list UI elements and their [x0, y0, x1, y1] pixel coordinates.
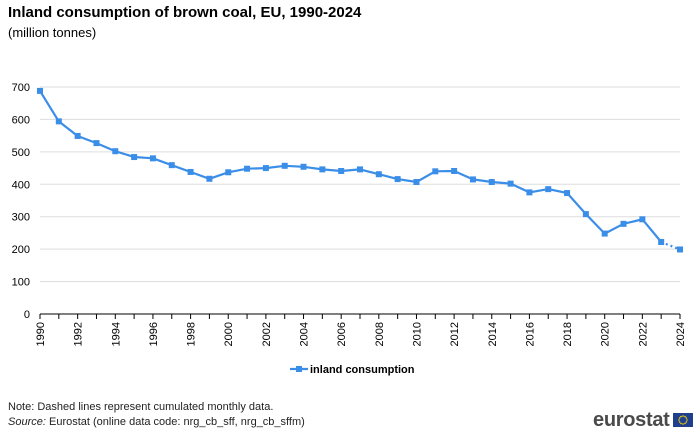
legend-marker [296, 366, 302, 372]
source-line: Source: Eurostat (online data code: nrg_… [8, 416, 305, 428]
data-point [620, 220, 627, 227]
x-tick-label: 2016 [524, 322, 536, 346]
data-point [432, 168, 439, 175]
x-tick-label: 2000 [223, 322, 235, 346]
data-point [526, 189, 533, 196]
x-tick-label: 2004 [299, 322, 311, 346]
x-tick-label: 2024 [675, 322, 687, 346]
data-point [131, 154, 138, 161]
data-point [93, 140, 100, 147]
data-point [319, 166, 326, 173]
x-tick-label: 2010 [411, 322, 423, 346]
data-point [206, 175, 213, 182]
legend-label: inland consumption [310, 364, 415, 376]
source-text: Eurostat (online data code: nrg_cb_sff, … [48, 416, 305, 428]
data-point [357, 166, 363, 173]
y-tick-label: 200 [12, 244, 30, 256]
y-tick-label: 700 [12, 82, 30, 94]
data-point [149, 155, 156, 162]
x-tick-label: 2022 [637, 322, 649, 346]
data-point [677, 246, 683, 253]
x-tick-label: 2014 [487, 322, 499, 346]
data-point [582, 211, 589, 218]
x-tick-label: 2008 [374, 322, 386, 346]
data-point [262, 165, 269, 172]
x-tick-label: 2012 [449, 322, 461, 346]
y-tick-label: 0 [24, 309, 30, 321]
data-point [413, 179, 420, 186]
data-point [394, 176, 401, 183]
data-point [601, 230, 608, 237]
x-tick-label: 2018 [562, 322, 574, 346]
data-point [55, 118, 62, 125]
data-point [281, 162, 288, 169]
data-point [168, 162, 175, 169]
data-point [639, 216, 646, 223]
data-point [488, 179, 495, 186]
data-point [507, 180, 514, 187]
x-tick-label: 2006 [336, 322, 348, 346]
data-point [564, 190, 571, 197]
data-point [469, 176, 476, 183]
x-tick-label: 1992 [73, 322, 85, 346]
y-tick-label: 500 [12, 147, 30, 159]
data-point [338, 167, 345, 174]
footnote: Note: Dashed lines represent cumulated m… [8, 401, 274, 413]
chart-subtitle: (million tonnes) [8, 25, 97, 40]
data-point [300, 163, 307, 170]
data-point [375, 171, 382, 178]
x-tick-label: 1994 [110, 322, 122, 346]
data-point [74, 132, 81, 139]
data-point [225, 169, 232, 176]
eu-flag-icon [672, 413, 693, 427]
source-label: Source: [8, 416, 46, 428]
series-line-dashed [660, 240, 681, 251]
x-tick-label: 1990 [35, 322, 47, 346]
eurostat-logo[interactable]: eurostat [593, 409, 693, 431]
data-point [187, 168, 194, 175]
series-line [39, 90, 663, 243]
y-tick-label: 300 [12, 212, 30, 224]
data-point [37, 87, 43, 94]
data-point [244, 165, 251, 172]
data-point [451, 167, 458, 174]
logo-text: eurostat [593, 408, 670, 431]
data-point [658, 239, 665, 246]
data-point [545, 186, 552, 193]
x-tick-label: 2002 [261, 322, 273, 346]
chart-title: Inland consumption of brown coal, EU, 19… [8, 4, 362, 21]
data-point [112, 148, 119, 155]
x-tick-label: 1996 [148, 322, 160, 346]
x-tick-label: 1998 [186, 322, 198, 346]
y-tick-label: 600 [12, 114, 30, 126]
y-tick-label: 400 [12, 179, 30, 191]
x-tick-label: 2020 [600, 322, 612, 346]
y-tick-label: 100 [12, 277, 30, 289]
